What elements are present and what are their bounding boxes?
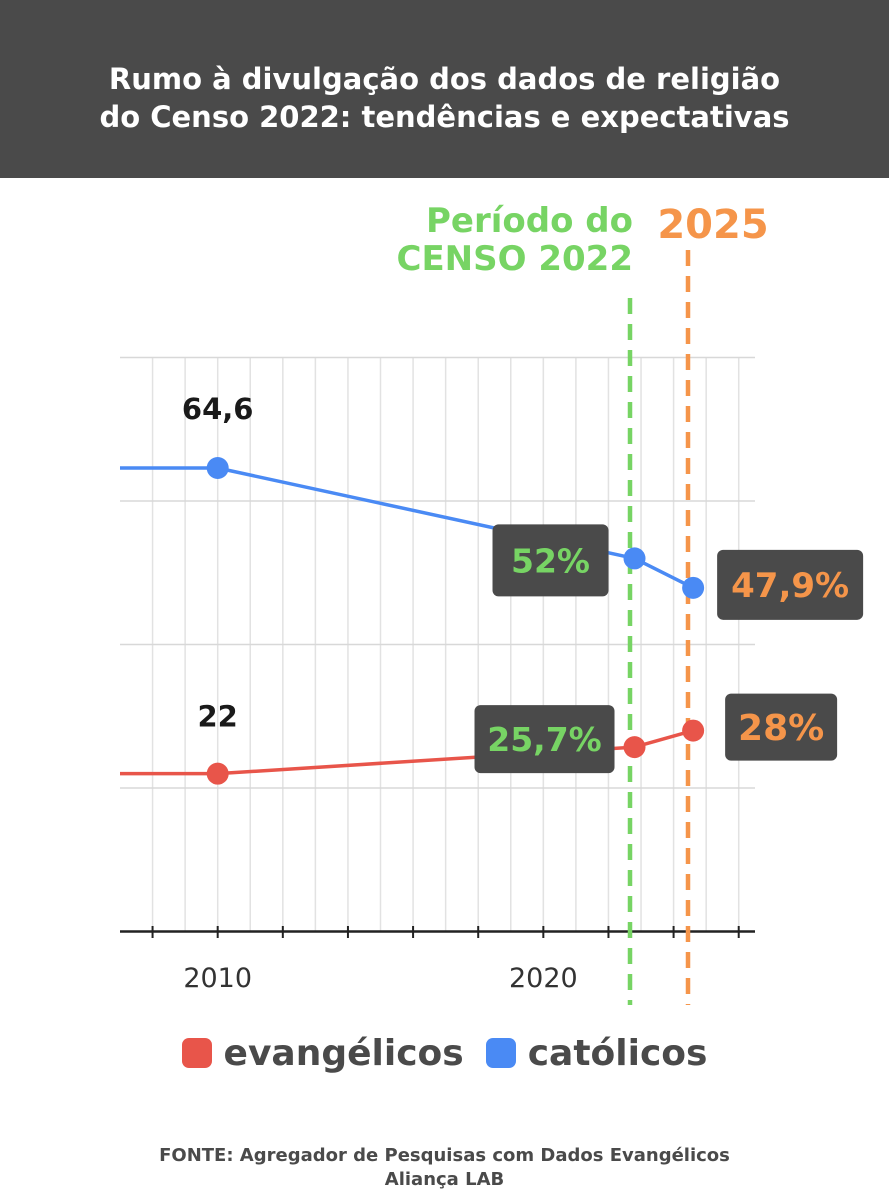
data-label-catolicos-2: 47,9%	[731, 566, 849, 606]
legend-swatch-evangelicos	[181, 1038, 212, 1068]
x-tick-label: 2020	[509, 963, 578, 994]
censo-period-label-line-1: Período do	[426, 201, 633, 241]
chart-legend: evangélicos católicos	[0, 1028, 889, 1078]
source-line-2: Aliança LAB	[384, 1169, 505, 1190]
legend-label-catolicos: católicos	[527, 1032, 708, 1074]
data-label-catolicos-1: 52%	[511, 541, 590, 580]
page-title-line-2: do Censo 2022: tendências e expectativas	[99, 100, 790, 134]
series-line-catolicos	[120, 466, 694, 590]
legend-item-evangelicos: evangélicos	[181, 1032, 464, 1074]
data-point-catolicos	[206, 456, 229, 479]
censo-period-label-line-2: CENSO 2022	[397, 239, 634, 279]
data-point-evangelicos	[682, 719, 705, 742]
data-point-evangelicos	[206, 762, 229, 785]
legend-label-evangelicos: evangélicos	[223, 1032, 464, 1074]
page-title-line-1: Rumo à divulgação dos dados de religião	[108, 62, 781, 96]
callout-box-evangelicos-2	[725, 693, 838, 761]
data-label-catolicos-2010: 64,6	[182, 392, 254, 426]
data-point-catolicos	[682, 576, 705, 599]
data-label-evangelicos-1: 25,7%	[487, 720, 602, 759]
callout-box-evangelicos-1	[474, 705, 615, 774]
data-label-evangelicos-2010: 22	[198, 700, 238, 734]
year-2025-label: 2025	[657, 202, 768, 248]
legend-item-catolicos: católicos	[485, 1032, 708, 1074]
data-point-catolicos	[623, 547, 646, 570]
data-label-evangelicos-2: 28%	[738, 708, 824, 749]
callout-box-catolicos-2	[717, 549, 864, 620]
callout-box-catolicos-1	[492, 524, 609, 597]
x-tick-label: 2010	[183, 963, 252, 994]
series-line-evangelicos	[120, 728, 694, 776]
header-banner: Rumo à divulgação dos dados de religião …	[0, 0, 889, 178]
data-point-evangelicos	[623, 736, 646, 759]
legend-swatch-catolicos	[485, 1038, 516, 1068]
source-line-1: FONTE: Agregador de Pesquisas com Dados …	[159, 1145, 730, 1166]
